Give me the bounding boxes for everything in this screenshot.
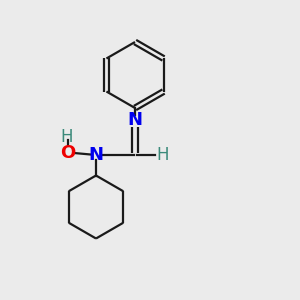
Text: O: O <box>60 144 75 162</box>
Text: N: N <box>128 111 142 129</box>
Text: H: H <box>156 146 169 164</box>
Text: N: N <box>88 146 104 164</box>
Text: H: H <box>61 128 73 146</box>
